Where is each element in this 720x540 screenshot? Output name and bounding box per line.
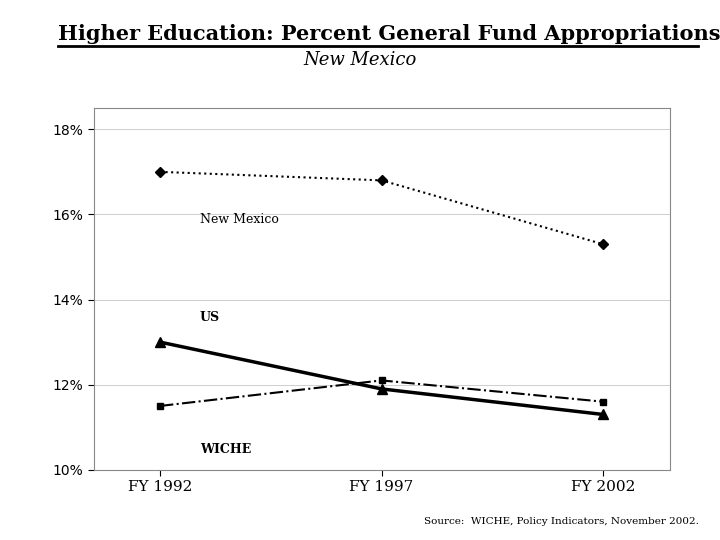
Text: New Mexico: New Mexico [200,213,279,226]
Text: WICHE: WICHE [200,443,251,456]
Text: Source:  WICHE, Policy Indicators, November 2002.: Source: WICHE, Policy Indicators, Novemb… [423,517,698,526]
Text: Higher Education: Percent General Fund Appropriations: Higher Education: Percent General Fund A… [58,24,720,44]
Text: New Mexico: New Mexico [303,51,417,69]
Text: US: US [200,311,220,324]
